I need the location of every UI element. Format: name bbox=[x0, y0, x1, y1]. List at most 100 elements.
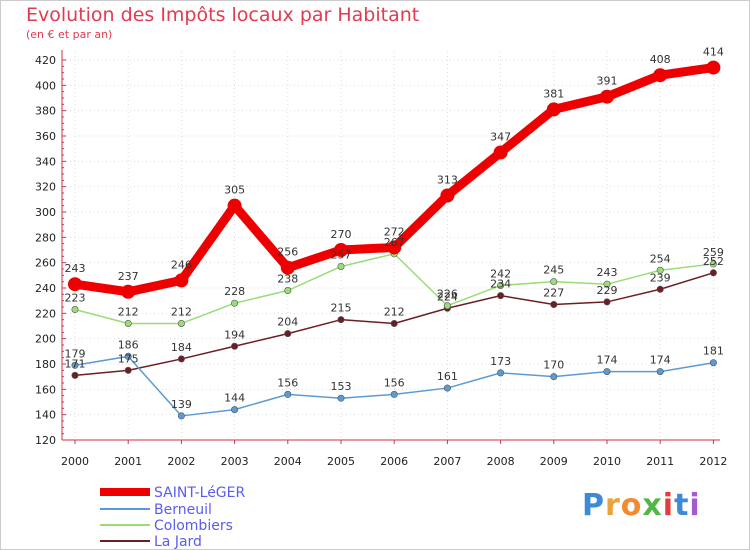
data-point bbox=[387, 240, 402, 255]
logo-letter: t bbox=[674, 488, 690, 523]
data-point bbox=[390, 319, 398, 327]
x-tick-label: 2010 bbox=[593, 455, 621, 468]
data-point bbox=[174, 273, 189, 288]
data-labels: 243 237 246 305 256 270 272 313 347 381 391 408 414 1… bbox=[65, 46, 724, 411]
data-label: 156 bbox=[277, 376, 298, 389]
data-label: 227 bbox=[543, 286, 564, 299]
data-point bbox=[334, 243, 348, 257]
x-tick-label: 2009 bbox=[540, 455, 568, 468]
data-point bbox=[497, 292, 505, 300]
data-label: 270 bbox=[331, 228, 352, 241]
data-label: 267 bbox=[384, 236, 405, 249]
data-label: 243 bbox=[65, 262, 86, 275]
data-label: 212 bbox=[384, 305, 405, 318]
axes: 120 140 160 180 200 220 240 260 280 300 320 340 360 3… bbox=[35, 50, 727, 468]
data-label: 391 bbox=[597, 75, 618, 88]
data-point bbox=[546, 102, 561, 117]
legend-label: La Jard bbox=[154, 534, 202, 550]
data-label: 173 bbox=[490, 355, 511, 368]
x-tick-label: 2008 bbox=[487, 455, 515, 468]
data-label: 156 bbox=[384, 376, 405, 389]
y-tick-label: 240 bbox=[35, 282, 56, 295]
data-point bbox=[337, 316, 345, 324]
logo-letter: P bbox=[582, 488, 605, 523]
y-tick-label: 320 bbox=[35, 181, 56, 194]
y-tick-label: 140 bbox=[35, 409, 56, 422]
x-tick-label: 2006 bbox=[380, 455, 408, 468]
data-point bbox=[656, 266, 664, 274]
data-label: 256 bbox=[277, 246, 298, 259]
data-label: 313 bbox=[437, 174, 458, 187]
data-label: 381 bbox=[543, 87, 564, 100]
data-label: 246 bbox=[171, 258, 192, 271]
data-label: 186 bbox=[118, 338, 139, 351]
data-label: 174 bbox=[650, 354, 671, 367]
data-point bbox=[493, 145, 508, 160]
data-point bbox=[121, 284, 136, 299]
data-label: 259 bbox=[703, 246, 724, 259]
data-label: 139 bbox=[171, 398, 192, 411]
x-tick-label: 2001 bbox=[114, 455, 142, 468]
data-label: 238 bbox=[277, 273, 298, 286]
data-label: 239 bbox=[650, 271, 671, 284]
data-point bbox=[709, 359, 717, 367]
legend-label: Berneuil bbox=[154, 502, 212, 518]
data-label: 234 bbox=[490, 278, 511, 291]
data-point bbox=[603, 368, 611, 376]
y-tick-label: 420 bbox=[35, 54, 56, 67]
data-label: 170 bbox=[543, 359, 564, 372]
data-point bbox=[337, 394, 345, 402]
data-label: 181 bbox=[703, 345, 724, 358]
series-group bbox=[68, 60, 721, 420]
data-point bbox=[390, 390, 398, 398]
data-point bbox=[177, 355, 185, 363]
data-point bbox=[709, 260, 717, 268]
data-label: 204 bbox=[277, 316, 298, 329]
data-point bbox=[550, 300, 558, 308]
data-point bbox=[284, 330, 292, 338]
data-label: 242 bbox=[490, 267, 511, 280]
data-point bbox=[337, 262, 345, 270]
data-point bbox=[603, 280, 611, 288]
legend-label: Colombiers bbox=[154, 518, 233, 534]
data-point bbox=[443, 384, 451, 392]
data-point bbox=[177, 319, 185, 327]
chart-title: Evolution des Impôts locaux par Habitant bbox=[26, 4, 420, 26]
data-label: 252 bbox=[703, 255, 724, 268]
data-label: 414 bbox=[703, 46, 724, 59]
data-label: 194 bbox=[224, 328, 245, 341]
y-tick-label: 360 bbox=[35, 130, 56, 143]
data-label: 175 bbox=[118, 352, 139, 365]
y-tick-label: 180 bbox=[35, 358, 56, 371]
data-point bbox=[124, 352, 132, 360]
y-tick-label: 340 bbox=[35, 155, 56, 168]
data-point bbox=[71, 306, 79, 314]
grid bbox=[62, 52, 720, 441]
x-tick-label: 2005 bbox=[327, 455, 355, 468]
data-point bbox=[71, 361, 79, 369]
data-point bbox=[231, 299, 239, 307]
data-label: 223 bbox=[65, 292, 86, 305]
data-point bbox=[653, 68, 668, 83]
proxiti-logo: Proxiti bbox=[582, 488, 701, 523]
data-label: 212 bbox=[118, 305, 139, 318]
y-tick-label: 400 bbox=[35, 79, 56, 92]
y-tick-label: 220 bbox=[35, 307, 56, 320]
data-label: 153 bbox=[331, 380, 352, 393]
data-point bbox=[124, 319, 132, 327]
data-point bbox=[284, 287, 292, 295]
data-label: 226 bbox=[437, 288, 458, 301]
data-label: 243 bbox=[597, 266, 618, 279]
x-tick-label: 2000 bbox=[61, 455, 89, 468]
data-label: 245 bbox=[543, 264, 564, 277]
x-tick-label: 2002 bbox=[167, 455, 195, 468]
data-point bbox=[284, 390, 292, 398]
data-label: 408 bbox=[650, 53, 671, 66]
data-point bbox=[231, 342, 239, 350]
data-point bbox=[656, 368, 664, 376]
logo-letter: i bbox=[689, 488, 701, 523]
data-label: 305 bbox=[224, 184, 245, 197]
